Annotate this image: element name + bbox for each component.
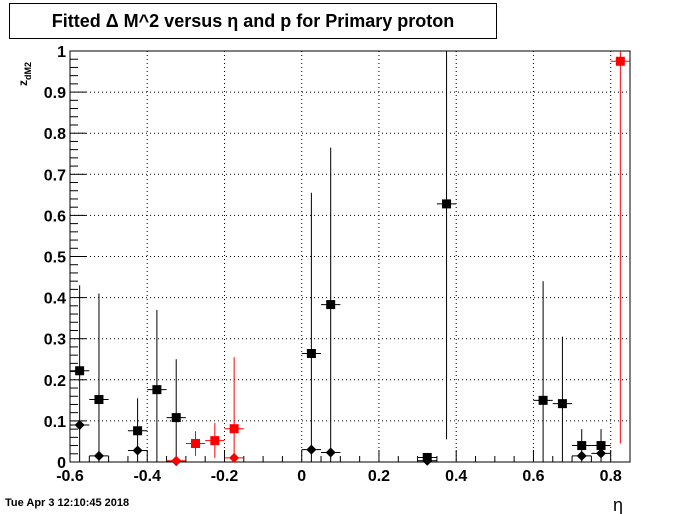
diamond-point xyxy=(229,452,240,463)
diamond-point xyxy=(576,450,587,461)
square-point xyxy=(306,348,316,358)
y-tick-label: 0.4 xyxy=(44,291,66,308)
grid-lines xyxy=(70,51,630,462)
y-tick-label: 0.2 xyxy=(44,373,66,390)
square-point xyxy=(94,395,104,405)
square-point xyxy=(442,199,452,209)
diamond-point xyxy=(325,447,336,458)
x-tick-label: -0.4 xyxy=(133,468,161,485)
square-point xyxy=(557,399,567,409)
diamond-point xyxy=(93,450,104,461)
y-tick-label: 0 xyxy=(57,455,66,472)
y-tick-label: 0.8 xyxy=(44,126,66,143)
y-axis-label: zdM2 xyxy=(16,62,33,86)
x-tick-label: 0.2 xyxy=(368,468,390,485)
x-tick-label: -0.2 xyxy=(211,468,239,485)
y-axis-label-subscript: dM2 xyxy=(23,62,33,80)
square-point xyxy=(577,441,587,451)
axes: -0.6 -0.4 -0.2 0 0.2 0.4 0.6 0.8 0 0.1 0.2 0.3 0.4 0.… xyxy=(44,44,631,485)
x-tick-label: 0 xyxy=(297,468,306,485)
square-point xyxy=(171,413,181,423)
square-point xyxy=(210,436,220,446)
x-tick-label: 0.6 xyxy=(522,468,544,485)
y-tick-label: 0.5 xyxy=(44,250,66,267)
x-tick-label: 0.4 xyxy=(445,468,467,485)
x-tick-label: 0.8 xyxy=(600,468,622,485)
y-tick-label: 0.7 xyxy=(44,167,66,184)
square-point xyxy=(326,300,336,310)
x-axis-label: η xyxy=(613,495,623,514)
diamond-point xyxy=(132,445,143,456)
diamond-point xyxy=(74,420,85,431)
y-tick-label: 0.3 xyxy=(44,332,66,349)
square-point xyxy=(152,385,162,395)
square-point xyxy=(133,426,143,436)
square-point xyxy=(191,439,201,449)
title-box: Fitted Δ M^2 versus η and p for Primary … xyxy=(9,3,497,39)
diamond-point xyxy=(422,455,433,466)
square-point xyxy=(538,395,548,405)
chart-title: Fitted Δ M^2 versus η and p for Primary … xyxy=(51,11,455,31)
diamond-point xyxy=(171,455,182,466)
x-tick-label: -0.6 xyxy=(56,468,84,485)
square-point xyxy=(615,56,625,66)
y-tick-label: 0.1 xyxy=(44,414,66,431)
timestamp: Tue Apr 3 12:10:45 2018 xyxy=(5,497,130,509)
diamond-point xyxy=(596,448,607,459)
y-tick-label: 1 xyxy=(57,44,66,61)
y-tick-label: 0.9 xyxy=(44,85,66,102)
data-marks xyxy=(70,51,630,467)
y-tick-label: 0.6 xyxy=(44,208,66,225)
square-point xyxy=(596,441,606,451)
square-point xyxy=(229,424,239,434)
diamond-point xyxy=(306,444,317,455)
square-point xyxy=(75,366,85,376)
